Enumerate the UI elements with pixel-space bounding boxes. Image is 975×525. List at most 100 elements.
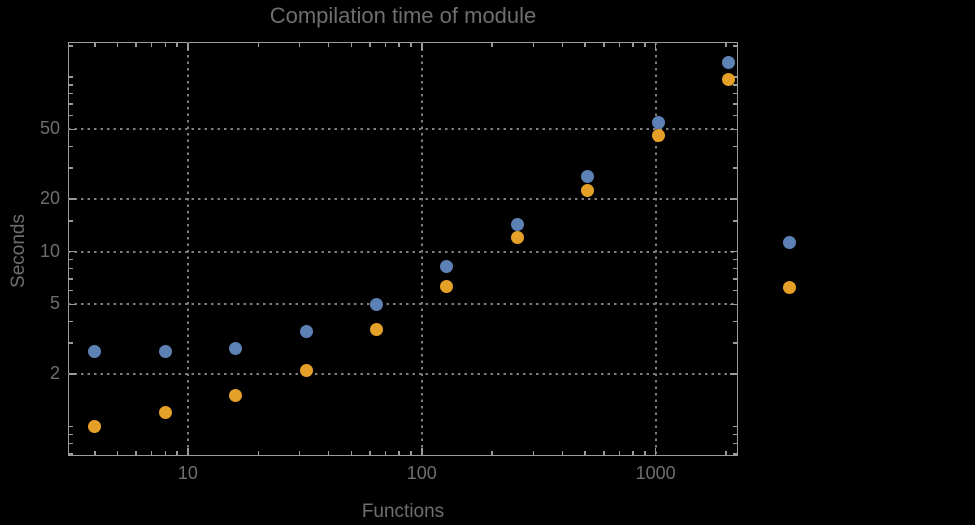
data-point-blue-256 — [510, 218, 524, 232]
x-minor-tick — [298, 451, 301, 455]
y-minor-tick — [69, 84, 73, 86]
y-major-tick — [69, 303, 76, 306]
y-minor-tick — [69, 258, 73, 261]
x-minor-tick — [725, 451, 727, 455]
x-major-tick — [654, 448, 657, 455]
x-minor-tick — [644, 451, 646, 455]
y-major-tick — [69, 250, 76, 253]
y-minor-tick — [69, 76, 73, 78]
x-major-tick — [654, 43, 657, 50]
y-minor-tick — [733, 220, 737, 222]
x-minor-tick — [632, 451, 634, 455]
x-axis-label: Functions — [361, 501, 445, 522]
x-minor-tick — [603, 451, 605, 455]
x-minor-tick — [257, 43, 260, 47]
x-minor-tick — [298, 43, 301, 47]
data-point-orange-64 — [369, 322, 383, 336]
x-minor-tick — [618, 451, 621, 455]
y-minor-tick — [733, 145, 737, 148]
data-point-blue-2048 — [721, 56, 735, 70]
x-minor-tick — [94, 451, 96, 455]
y-minor-tick — [733, 267, 737, 270]
y-major-tick — [730, 128, 737, 131]
x-major-tick — [421, 448, 423, 455]
x-minor-tick — [94, 43, 96, 47]
y-minor-tick — [733, 76, 737, 78]
x-minor-tick — [725, 43, 727, 47]
x-minor-tick — [164, 451, 167, 455]
x-minor-tick — [584, 43, 586, 47]
y-minor-tick — [69, 220, 73, 222]
x-minor-tick — [116, 451, 119, 455]
x-minor-tick — [327, 43, 330, 47]
data-point-blue-8 — [158, 344, 172, 358]
y-minor-tick — [69, 167, 73, 169]
legend-marker-orange — [783, 281, 796, 294]
x-minor-tick — [350, 43, 353, 47]
y-minor-tick — [733, 45, 737, 47]
y-minor-tick — [69, 433, 73, 436]
x-minor-tick — [644, 43, 646, 47]
data-point-blue-64 — [369, 297, 383, 311]
x-tick-label-1000: 1000 — [635, 463, 676, 483]
x-minor-tick — [491, 43, 493, 47]
data-point-orange-512 — [581, 183, 595, 197]
x-minor-tick — [164, 43, 167, 47]
gridline-y-50 — [68, 128, 738, 131]
y-major-tick — [730, 198, 737, 200]
x-minor-tick — [350, 451, 353, 455]
y-minor-tick — [69, 92, 73, 95]
y-major-tick — [730, 303, 737, 306]
y-tick-label-5: 5 — [49, 293, 60, 314]
y-major-tick — [69, 128, 76, 131]
data-point-orange-16 — [229, 389, 243, 403]
y-tick-label-50: 50 — [39, 118, 60, 139]
x-minor-tick — [116, 43, 119, 47]
x-minor-tick — [135, 451, 137, 455]
data-point-orange-2048 — [721, 72, 735, 86]
data-point-orange-128 — [440, 280, 454, 294]
x-minor-tick — [410, 43, 412, 47]
x-minor-tick — [257, 451, 260, 455]
y-minor-tick — [733, 92, 737, 95]
x-major-tick — [421, 43, 423, 50]
data-point-orange-8 — [158, 406, 172, 420]
x-minor-tick — [150, 43, 153, 47]
gridline-y-20 — [68, 198, 738, 201]
x-minor-tick — [384, 451, 387, 455]
y-minor-tick — [69, 114, 73, 117]
y-minor-tick — [69, 442, 73, 445]
x-minor-tick — [561, 451, 564, 455]
x-minor-tick — [632, 43, 634, 47]
gridline-x-100 — [420, 42, 423, 456]
data-point-blue-16 — [229, 341, 243, 355]
y-minor-tick — [733, 320, 737, 323]
gridline-x-10 — [186, 42, 189, 456]
data-point-orange-32 — [299, 363, 313, 377]
x-minor-tick — [327, 451, 330, 455]
x-minor-tick — [410, 451, 412, 455]
y-major-tick — [69, 373, 76, 375]
data-point-blue-128 — [440, 260, 454, 274]
y-minor-tick — [733, 258, 737, 261]
y-minor-tick — [69, 342, 73, 344]
legend-marker-blue — [783, 236, 796, 249]
y-minor-tick — [733, 84, 737, 86]
y-minor-tick — [69, 320, 73, 323]
y-minor-tick — [733, 442, 737, 445]
x-minor-tick — [584, 451, 586, 455]
y-major-tick — [730, 373, 737, 375]
y-minor-tick — [69, 45, 73, 47]
x-minor-tick — [532, 43, 535, 47]
y-minor-tick — [733, 114, 737, 117]
x-minor-tick — [150, 451, 153, 455]
x-minor-tick — [398, 43, 400, 47]
plot-area — [68, 42, 738, 456]
y-minor-tick — [69, 103, 73, 105]
x-minor-tick — [561, 43, 564, 47]
gridline-y-10 — [68, 250, 738, 253]
x-minor-tick — [384, 43, 387, 47]
x-minor-tick — [369, 43, 371, 47]
data-point-orange-1024 — [651, 129, 665, 143]
